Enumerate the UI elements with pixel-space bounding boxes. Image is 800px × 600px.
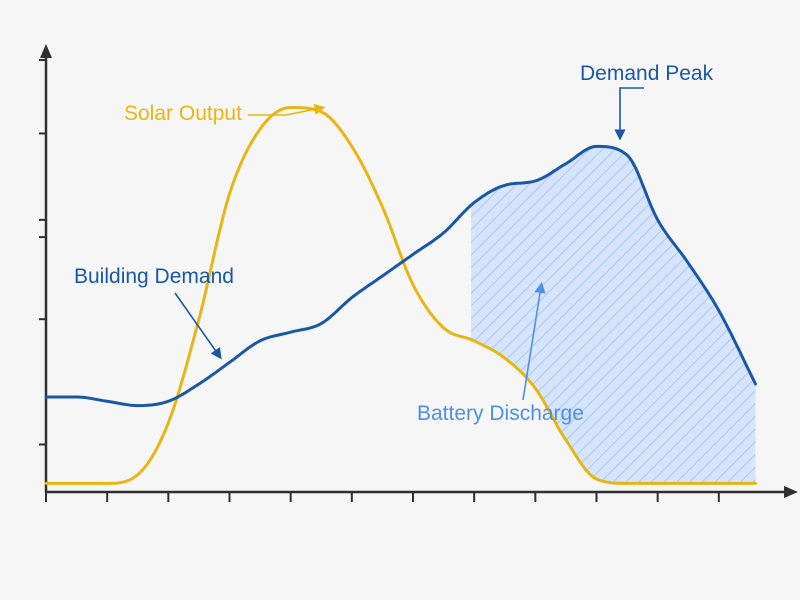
- axes: [40, 44, 798, 498]
- battery-discharge-area: [471, 146, 756, 484]
- annotation-battery-discharge: Battery Discharge: [417, 281, 584, 425]
- annotation-battery-discharge-label: Battery Discharge: [417, 402, 584, 425]
- annotation-demand-peak: Demand Peak: [580, 62, 714, 141]
- annotation-solar-output-label: Solar Output: [124, 102, 242, 125]
- tick-marks: [39, 59, 720, 502]
- annotation-building-demand-arrow: [174, 292, 222, 360]
- series-lines: [44, 106, 757, 485]
- annotation-demand-peak-arrow: [614, 87, 644, 141]
- annotations: Solar Output Building Demand Demand Peak Ba…: [74, 62, 714, 425]
- solar-output-line: [44, 106, 757, 485]
- annotation-battery-discharge-arrow: [522, 281, 546, 401]
- y-axis-arrow: [40, 44, 52, 58]
- x-axis-arrow: [784, 486, 798, 498]
- annotation-building-demand: Building Demand: [74, 265, 234, 360]
- battery-discharge-fill: [471, 146, 756, 484]
- annotation-solar-output: Solar Output: [124, 102, 326, 125]
- annotation-demand-peak-label: Demand Peak: [580, 62, 714, 85]
- building-demand-line: [44, 144, 757, 408]
- annotation-building-demand-label: Building Demand: [74, 265, 234, 288]
- annotation-solar-output-arrow: [247, 103, 326, 116]
